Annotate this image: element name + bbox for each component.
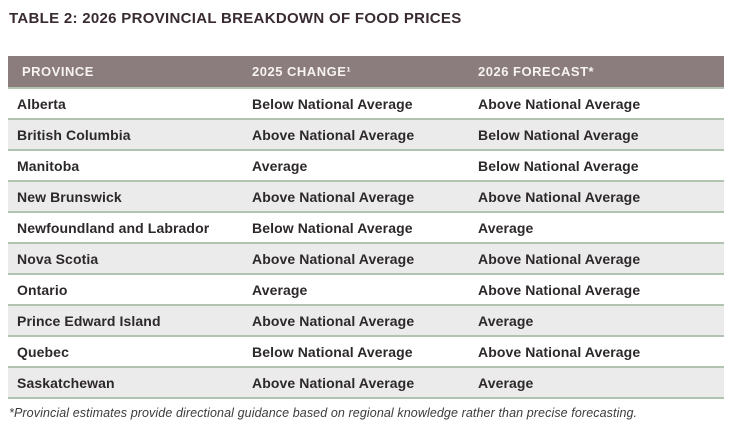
cell-province: Newfoundland and Labrador bbox=[8, 212, 252, 244]
cell-2025-change: Above National Average bbox=[252, 305, 478, 337]
cell-province: British Columbia bbox=[8, 119, 252, 151]
cell-2026-forecast: Average bbox=[478, 212, 724, 244]
table-row: British Columbia Above National Average … bbox=[8, 119, 724, 151]
column-header-2026-forecast: 2026 FORECAST* bbox=[478, 56, 724, 89]
table-title: TABLE 2: 2026 PROVINCIAL BREAKDOWN OF FO… bbox=[9, 10, 462, 27]
cell-2025-change: Average bbox=[252, 274, 478, 306]
table-row: Nova Scotia Above National Average Above… bbox=[8, 243, 724, 275]
table-row: Quebec Below National Average Above Nati… bbox=[8, 336, 724, 368]
cell-2026-forecast: Below National Average bbox=[478, 150, 724, 182]
table-row: New Brunswick Above National Average Abo… bbox=[8, 181, 724, 213]
cell-2026-forecast: Below National Average bbox=[478, 119, 724, 151]
cell-2025-change: Below National Average bbox=[252, 336, 478, 368]
cell-2026-forecast: Above National Average bbox=[478, 88, 724, 120]
cell-2025-change: Above National Average bbox=[252, 243, 478, 275]
header-row: PROVINCE 2025 CHANGE¹ 2026 FORECAST* bbox=[8, 56, 724, 89]
cell-2026-forecast: Above National Average bbox=[478, 274, 724, 306]
report-page: TABLE 2: 2026 PROVINCIAL BREAKDOWN OF FO… bbox=[8, 10, 724, 420]
table-header: PROVINCE 2025 CHANGE¹ 2026 FORECAST* bbox=[8, 56, 724, 89]
cell-2026-forecast: Average bbox=[478, 367, 724, 399]
cell-2026-forecast: Above National Average bbox=[478, 243, 724, 275]
table-row: Alberta Below National Average Above Nat… bbox=[8, 88, 724, 120]
food-prices-table: PROVINCE 2025 CHANGE¹ 2026 FORECAST* Alb… bbox=[8, 56, 724, 399]
cell-province: Alberta bbox=[8, 88, 252, 120]
cell-2026-forecast: Above National Average bbox=[478, 336, 724, 368]
cell-province: New Brunswick bbox=[8, 181, 252, 213]
cell-province: Ontario bbox=[8, 274, 252, 306]
cell-2025-change: Above National Average bbox=[252, 119, 478, 151]
cell-province: Quebec bbox=[8, 336, 252, 368]
table-footnote: *Provincial estimates provide directiona… bbox=[9, 406, 638, 420]
cell-2025-change: Above National Average bbox=[252, 367, 478, 399]
cell-province: Manitoba bbox=[8, 150, 252, 182]
column-header-2025-change: 2025 CHANGE¹ bbox=[252, 56, 478, 89]
table-row: Ontario Average Above National Average bbox=[8, 274, 724, 306]
cell-2026-forecast: Average bbox=[478, 305, 724, 337]
table-row: Manitoba Average Below National Average bbox=[8, 150, 724, 182]
cell-2025-change: Average bbox=[252, 150, 478, 182]
cell-2025-change: Below National Average bbox=[252, 212, 478, 244]
table-row: Saskatchewan Above National Average Aver… bbox=[8, 367, 724, 399]
cell-2025-change: Below National Average bbox=[252, 88, 478, 120]
cell-2026-forecast: Above National Average bbox=[478, 181, 724, 213]
cell-2025-change: Above National Average bbox=[252, 181, 478, 213]
cell-province: Saskatchewan bbox=[8, 367, 252, 399]
table-row: Newfoundland and Labrador Below National… bbox=[8, 212, 724, 244]
cell-province: Nova Scotia bbox=[8, 243, 252, 275]
cell-province: Prince Edward Island bbox=[8, 305, 252, 337]
column-header-province: PROVINCE bbox=[8, 56, 252, 89]
table-body: Alberta Below National Average Above Nat… bbox=[8, 88, 724, 399]
table-row: Prince Edward Island Above National Aver… bbox=[8, 305, 724, 337]
